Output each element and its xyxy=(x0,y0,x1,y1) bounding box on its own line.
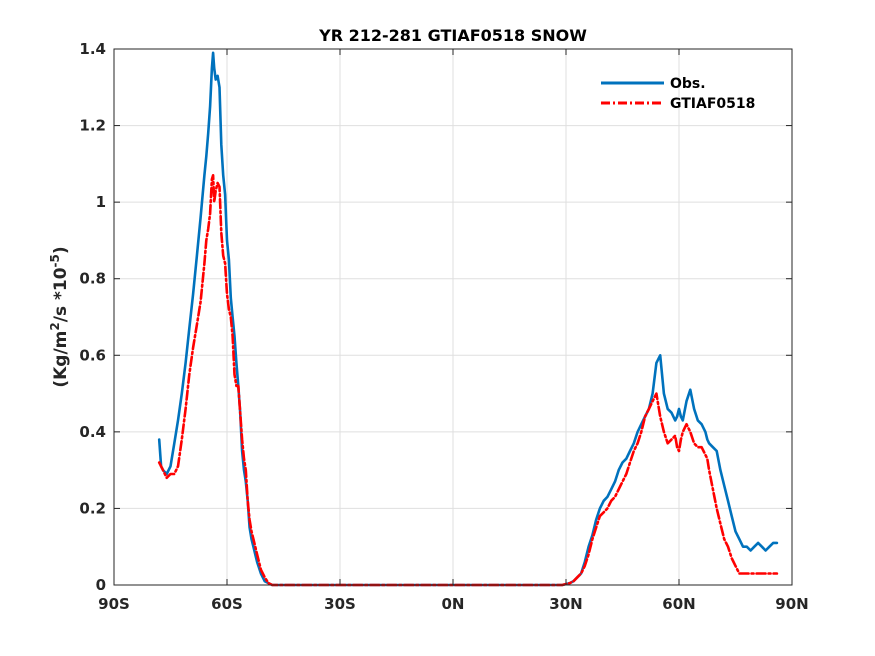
y-label-sup1: 2 xyxy=(48,322,62,330)
x-tick-label: 0N xyxy=(442,595,465,613)
legend-label-gtiaf0518: GTIAF0518 xyxy=(670,96,755,112)
x-tick-label: 90S xyxy=(98,595,130,613)
y-tick-label: 1.4 xyxy=(79,40,106,58)
y-axis-label: (Kg/m2/s *10-5) xyxy=(48,246,71,387)
y-tick-label: 0.6 xyxy=(79,346,106,364)
legend-label-obs: Obs. xyxy=(670,76,706,92)
x-tick-label: 90N xyxy=(775,595,808,613)
y-label-middle: /s *10 xyxy=(51,267,71,322)
y-label-suffix: ) xyxy=(51,246,71,254)
y-tick-label: 1 xyxy=(96,193,106,211)
y-tick-label: 0.2 xyxy=(79,499,106,517)
ticks xyxy=(113,48,793,586)
y-tick-label: 0 xyxy=(96,576,106,594)
x-tick-label: 30N xyxy=(549,595,582,613)
x-tick-label: 30S xyxy=(324,595,356,613)
y-tick-label: 1.2 xyxy=(79,117,106,135)
y-tick-label: 0.8 xyxy=(79,270,106,288)
series-line-gtiaf0518 xyxy=(157,174,779,587)
y-label-prefix: (Kg/m xyxy=(51,331,71,388)
x-tick-labels: 90S 60S 30S 0N 30N 60N 90N xyxy=(98,595,809,613)
chart-title: YR 212-281 GTIAF0518 SNOW xyxy=(318,26,587,45)
x-tick-label: 60N xyxy=(662,595,695,613)
y-tick-label: 0.4 xyxy=(79,423,106,441)
x-tick-label: 60S xyxy=(211,595,243,613)
legend: Obs. GTIAF0518 xyxy=(601,76,755,112)
y-tick-labels: 0 0.2 0.4 0.6 0.8 1 1.2 1.4 xyxy=(79,40,106,594)
y-label-sup2: -5 xyxy=(48,254,62,267)
series-layer xyxy=(157,51,779,587)
